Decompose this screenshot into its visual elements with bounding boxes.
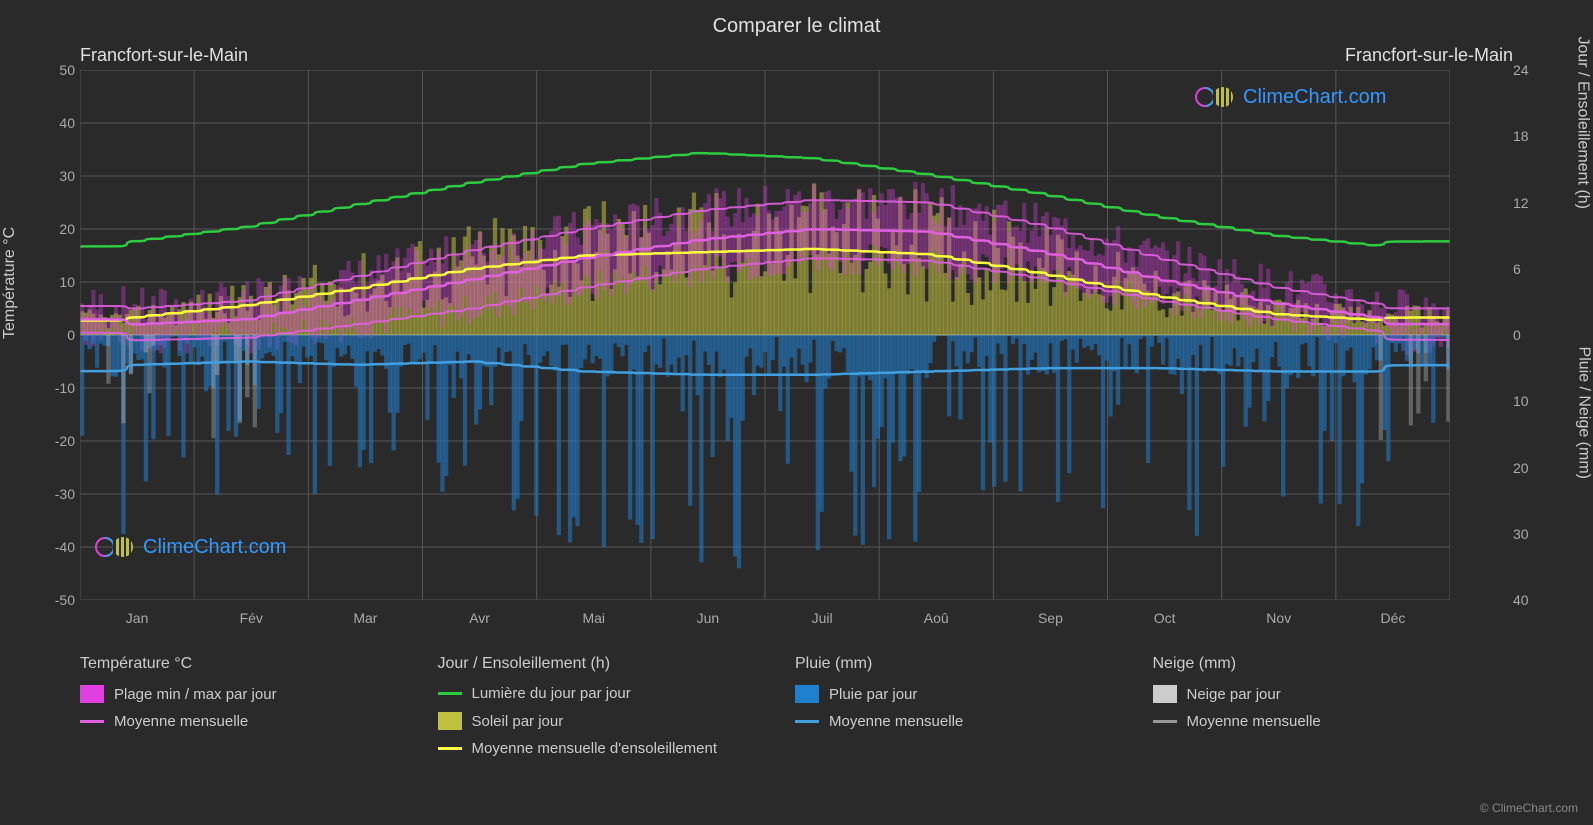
legend-daylight: Jour / Ensoleillement (h) Lumière du jou… [438, 655, 736, 767]
chart-container: Comparer le climat Francfort-sur-le-Main… [0, 0, 1593, 825]
legend-temp-avg: Moyenne mensuelle [80, 713, 378, 730]
copyright: © ClimeChart.com [1480, 801, 1578, 815]
city-label-left: Francfort-sur-le-Main [80, 45, 248, 66]
legend-rain-header: Pluie (mm) [795, 655, 1093, 673]
temp-swatch-icon [80, 685, 104, 703]
watermark-top: ClimeChart.com [1195, 85, 1386, 109]
watermark-text: ClimeChart.com [1243, 86, 1386, 109]
y-axis-left-label: Température °C [1, 227, 19, 339]
legend-snow: Neige (mm) Neige par jour Moyenne mensue… [1153, 655, 1451, 767]
x-axis: JanFévMarAvrMaiJunJuilAoûSepOctNovDéc [80, 610, 1450, 640]
y-axis-left: 50403020100-10-20-30-40-50 [30, 70, 80, 600]
logo-icon [1195, 85, 1235, 109]
watermark-text: ClimeChart.com [143, 536, 286, 559]
watermark-bottom: ClimeChart.com [95, 535, 286, 559]
legend-rain-avg: Moyenne mensuelle [795, 713, 1093, 730]
legend-temp: Température °C Plage min / max par jour … [80, 655, 378, 767]
legend-sunshine-label: Soleil par jour [472, 713, 564, 730]
legend-snow-avg-label: Moyenne mensuelle [1187, 713, 1321, 730]
legend-snow-daily-label: Neige par jour [1187, 686, 1281, 703]
legend-daylight-header: Jour / Ensoleillement (h) [438, 655, 736, 673]
legend-rain: Pluie (mm) Pluie par jour Moyenne mensue… [795, 655, 1093, 767]
legend-snow-header: Neige (mm) [1153, 655, 1451, 673]
legend: Température °C Plage min / max par jour … [80, 655, 1450, 767]
legend-sunshine-avg: Moyenne mensuelle d'ensoleillement [438, 740, 736, 757]
legend-temp-header: Température °C [80, 655, 378, 673]
legend-temp-range: Plage min / max par jour [80, 685, 378, 703]
temp-line-icon [80, 720, 104, 723]
legend-snow-avg: Moyenne mensuelle [1153, 713, 1451, 730]
legend-rain-daily: Pluie par jour [795, 685, 1093, 703]
rain-line-icon [795, 720, 819, 723]
snow-line-icon [1153, 720, 1177, 723]
legend-snow-daily: Neige par jour [1153, 685, 1451, 703]
legend-daylight-line: Lumière du jour par jour [438, 685, 736, 702]
legend-rain-daily-label: Pluie par jour [829, 686, 917, 703]
sunshine-swatch-icon [438, 712, 462, 730]
legend-sunshine: Soleil par jour [438, 712, 736, 730]
y-axis-right-top-label: Jour / Ensoleillement (h) [1574, 36, 1592, 209]
legend-sunshine-avg-label: Moyenne mensuelle d'ensoleillement [472, 740, 718, 757]
y-axis-right-bottom-label: Pluie / Neige (mm) [1574, 347, 1592, 479]
legend-temp-range-label: Plage min / max par jour [114, 686, 277, 703]
logo-icon [95, 535, 135, 559]
legend-rain-avg-label: Moyenne mensuelle [829, 713, 963, 730]
plot-area [80, 70, 1450, 600]
city-label-right: Francfort-sur-le-Main [1345, 45, 1513, 66]
snow-swatch-icon [1153, 685, 1177, 703]
chart-title: Comparer le climat [0, 0, 1593, 43]
plot-svg [80, 70, 1450, 600]
daylight-line-icon [438, 692, 462, 695]
y-axis-right: 2418126010203040 [1513, 70, 1563, 600]
legend-daylight-label: Lumière du jour par jour [472, 685, 631, 702]
legend-temp-avg-label: Moyenne mensuelle [114, 713, 248, 730]
sunshine-line-icon [438, 747, 462, 750]
rain-swatch-icon [795, 685, 819, 703]
